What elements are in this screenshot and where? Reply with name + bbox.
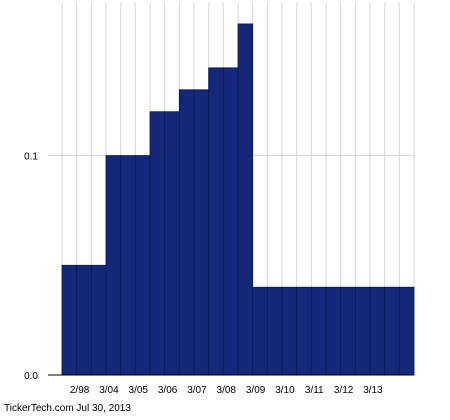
bar-10 — [208, 67, 224, 376]
bar-7 — [164, 111, 180, 376]
bar-14 — [266, 286, 283, 376]
x-tick-label: 3/08 — [217, 385, 237, 396]
y-tick-label: 0.0 — [24, 371, 38, 382]
bar-4 — [120, 155, 136, 376]
x-tick-label: 3/12 — [334, 385, 354, 396]
bar-19 — [340, 286, 356, 376]
x-tick-label: 3/07 — [187, 385, 207, 396]
y-tick-label: 0.1 — [24, 152, 38, 163]
bar-13 — [252, 286, 268, 376]
bar-0 — [61, 264, 78, 376]
x-tick-label: 3/04 — [99, 385, 119, 396]
bar-2 — [90, 264, 107, 376]
x-tick-label: 3/09 — [246, 385, 266, 396]
x-tick-label: 3/11 — [305, 385, 324, 396]
bar-17 — [310, 286, 327, 376]
x-tick-label: 3/06 — [158, 385, 178, 396]
x-tick-label: 3/13 — [363, 385, 383, 396]
source-credit: TickerTech.com Jul 30, 2013 — [4, 403, 131, 414]
bar-16 — [296, 286, 312, 376]
bar-9 — [193, 89, 210, 376]
bar-23 — [398, 286, 415, 376]
labels-layer: 0.0 0.1 2/98 3/04 3/05 3/06 3/07 3/08 3/09 3/10 3/… — [24, 152, 383, 396]
bar-1 — [76, 264, 92, 376]
bar-20 — [354, 286, 371, 376]
bar-3 — [105, 155, 122, 376]
bar-11 — [222, 67, 239, 376]
bar-15 — [281, 286, 298, 376]
bar-21 — [369, 286, 386, 376]
x-tick-label: 2/98 — [70, 385, 90, 396]
bar-8 — [178, 89, 195, 376]
bars-layer — [61, 23, 415, 376]
bar-22 — [384, 286, 400, 376]
bar-18 — [325, 286, 342, 376]
bar-5 — [134, 155, 151, 376]
bar-12 — [237, 23, 254, 376]
x-tick-label: 3/10 — [275, 385, 295, 396]
bar-6 — [149, 111, 166, 376]
x-tick-label: 3/05 — [129, 385, 149, 396]
